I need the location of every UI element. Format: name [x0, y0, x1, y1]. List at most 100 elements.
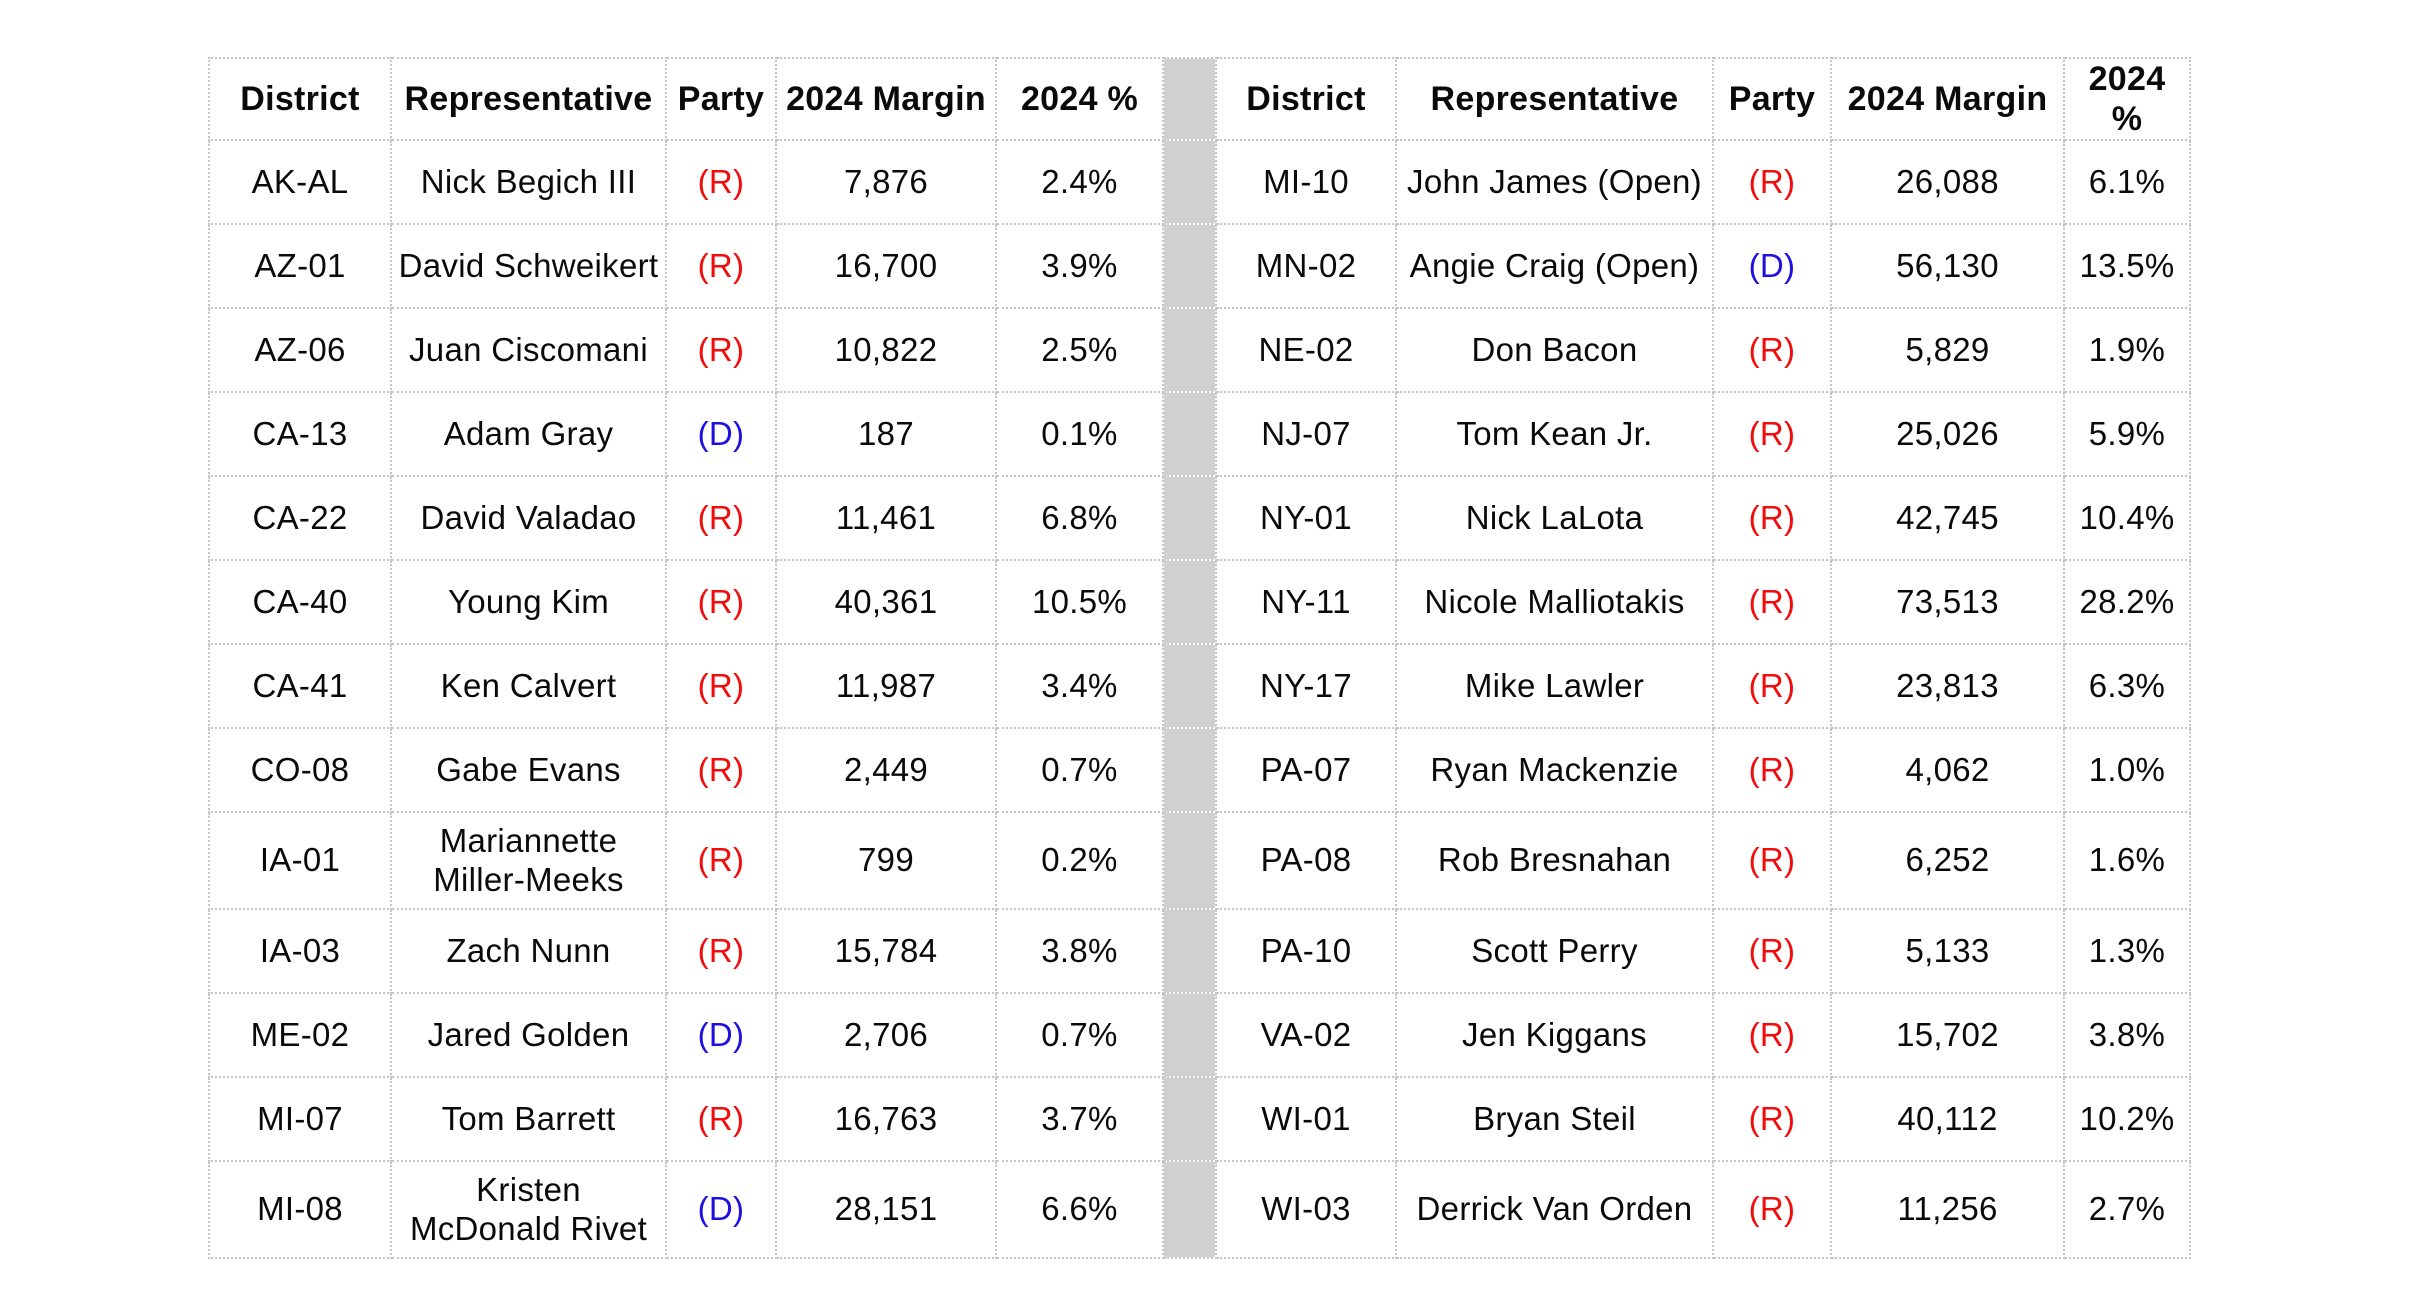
cell-pct: 2.4% — [995, 139, 1164, 226]
cell-representative: Mariannette Miller-Meeks — [390, 811, 667, 911]
cell-party: (R) — [665, 559, 777, 646]
cell-party: (R) — [665, 727, 777, 814]
cell-party: (R) — [665, 908, 777, 995]
table-row: CA-22 David Valadao (R) 11,461 6.8% NY-0… — [208, 475, 2191, 562]
cell-district: MI-08 — [208, 1160, 392, 1260]
cell-margin: 42,745 — [1830, 475, 2065, 562]
cell-district: WI-01 — [1215, 1076, 1397, 1163]
cell-district: CA-22 — [208, 475, 392, 562]
table-row: MI-07 Tom Barrett (R) 16,763 3.7% WI-01 … — [208, 1076, 2191, 1163]
cell-margin: 4,062 — [1830, 727, 2065, 814]
cell-representative: John James (Open) — [1395, 139, 1714, 226]
cell-margin: 5,829 — [1830, 307, 2065, 394]
column-header-representative-right: Representative — [1395, 56, 1714, 142]
cell-district: PA-08 — [1215, 811, 1397, 911]
table-row: MI-08 Kristen McDonald Rivet (D) 28,151 … — [208, 1160, 2191, 1260]
cell-party: (R) — [665, 475, 777, 562]
cell-pct: 1.6% — [2063, 811, 2191, 911]
cell-representative: Rob Bresnahan — [1395, 811, 1714, 911]
cell-margin: 26,088 — [1830, 139, 2065, 226]
cell-representative: Juan Ciscomani — [390, 307, 667, 394]
cell-district: AZ-06 — [208, 307, 392, 394]
table-divider — [1162, 307, 1217, 394]
cell-margin: 799 — [775, 811, 997, 911]
cell-district: CA-41 — [208, 643, 392, 730]
table-row: AZ-06 Juan Ciscomani (R) 10,822 2.5% NE-… — [208, 307, 2191, 394]
column-header-margin-right: 2024 Margin — [1830, 56, 2065, 142]
cell-district: IA-01 — [208, 811, 392, 911]
column-header-party-right: Party — [1712, 56, 1832, 142]
cell-party: (R) — [1712, 727, 1832, 814]
column-header-margin-left: 2024 Margin — [775, 56, 997, 142]
cell-district: CA-13 — [208, 391, 392, 478]
table-divider — [1162, 727, 1217, 814]
table-divider — [1162, 908, 1217, 995]
column-header-pct-left: 2024 % — [995, 56, 1164, 142]
cell-pct: 5.9% — [2063, 391, 2191, 478]
cell-district: NE-02 — [1215, 307, 1397, 394]
cell-margin: 15,702 — [1830, 992, 2065, 1079]
cell-margin: 11,256 — [1830, 1160, 2065, 1260]
table-row: AK-AL Nick Begich III (R) 7,876 2.4% MI-… — [208, 139, 2191, 226]
cell-margin: 5,133 — [1830, 908, 2065, 995]
cell-pct: 1.9% — [2063, 307, 2191, 394]
cell-district: ME-02 — [208, 992, 392, 1079]
cell-representative: Nick Begich III — [390, 139, 667, 226]
cell-pct: 0.7% — [995, 727, 1164, 814]
cell-margin: 73,513 — [1830, 559, 2065, 646]
table-row: CA-13 Adam Gray (D) 187 0.1% NJ-07 Tom K… — [208, 391, 2191, 478]
cell-representative: Tom Kean Jr. — [1395, 391, 1714, 478]
table-row: IA-01 Mariannette Miller-Meeks (R) 799 0… — [208, 811, 2191, 911]
cell-pct: 6.3% — [2063, 643, 2191, 730]
cell-district: CO-08 — [208, 727, 392, 814]
cell-pct: 3.8% — [2063, 992, 2191, 1079]
cell-party: (R) — [1712, 1076, 1832, 1163]
table-divider — [1162, 1076, 1217, 1163]
table-divider — [1162, 1160, 1217, 1260]
table-divider — [1162, 811, 1217, 911]
cell-pct: 0.7% — [995, 992, 1164, 1079]
column-header-district-left: District — [208, 56, 392, 142]
header-row: District Representative Party 2024 Margi… — [208, 56, 2191, 142]
cell-representative: Kristen McDonald Rivet — [390, 1160, 667, 1260]
cell-margin: 2,706 — [775, 992, 997, 1079]
table-divider — [1162, 223, 1217, 310]
cell-pct: 3.8% — [995, 908, 1164, 995]
cell-party: (R) — [665, 139, 777, 226]
cell-pct: 6.8% — [995, 475, 1164, 562]
cell-pct: 10.2% — [2063, 1076, 2191, 1163]
cell-margin: 6,252 — [1830, 811, 2065, 911]
cell-district: AZ-01 — [208, 223, 392, 310]
table-container: District Representative Party 2024 Margi… — [208, 56, 2191, 1260]
cell-district: NY-01 — [1215, 475, 1397, 562]
cell-pct: 10.4% — [2063, 475, 2191, 562]
cell-representative: David Schweikert — [390, 223, 667, 310]
cell-party: (R) — [1712, 139, 1832, 226]
cell-party: (R) — [1712, 1160, 1832, 1260]
cell-representative: Angie Craig (Open) — [1395, 223, 1714, 310]
cell-representative: Don Bacon — [1395, 307, 1714, 394]
cell-representative: Gabe Evans — [390, 727, 667, 814]
cell-margin: 187 — [775, 391, 997, 478]
table-divider — [1162, 559, 1217, 646]
cell-margin: 11,461 — [775, 475, 997, 562]
table-row: AZ-01 David Schweikert (R) 16,700 3.9% M… — [208, 223, 2191, 310]
cell-pct: 3.4% — [995, 643, 1164, 730]
cell-district: MI-07 — [208, 1076, 392, 1163]
cell-representative: Adam Gray — [390, 391, 667, 478]
cell-margin: 10,822 — [775, 307, 997, 394]
cell-district: NY-17 — [1215, 643, 1397, 730]
cell-party: (R) — [1712, 391, 1832, 478]
cell-representative: Bryan Steil — [1395, 1076, 1714, 1163]
cell-party: (R) — [665, 1076, 777, 1163]
cell-district: MN-02 — [1215, 223, 1397, 310]
table-row: IA-03 Zach Nunn (R) 15,784 3.8% PA-10 Sc… — [208, 908, 2191, 995]
cell-margin: 25,026 — [1830, 391, 2065, 478]
cell-party: (R) — [665, 811, 777, 911]
table-divider — [1162, 643, 1217, 730]
cell-party: (D) — [665, 992, 777, 1079]
table-row: ME-02 Jared Golden (D) 2,706 0.7% VA-02 … — [208, 992, 2191, 1079]
cell-party: (R) — [1712, 992, 1832, 1079]
cell-district: VA-02 — [1215, 992, 1397, 1079]
column-header-district-right: District — [1215, 56, 1397, 142]
